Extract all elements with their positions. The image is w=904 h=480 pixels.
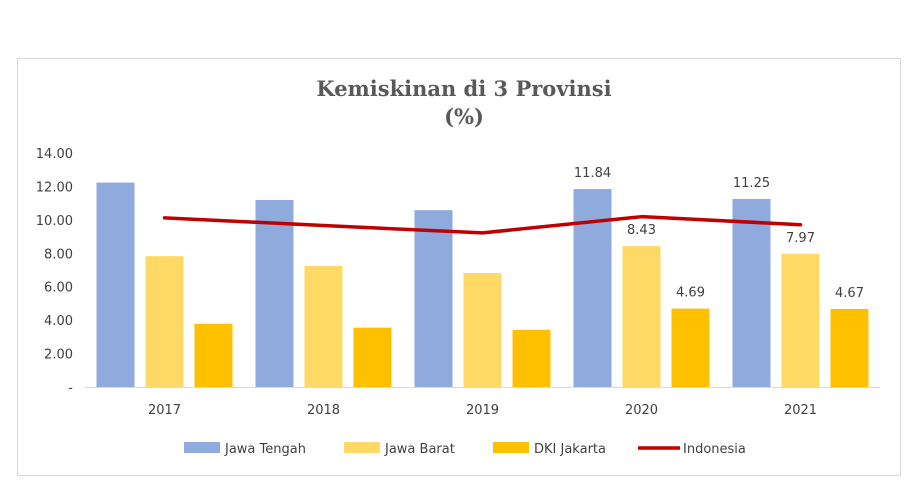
y-tick-label: 12.00 — [36, 180, 73, 195]
bar-jawa-tengah — [732, 198, 771, 387]
chart-title: Kemiskinan di 3 Provinsi — [316, 76, 611, 101]
bar-jawa-tengah — [96, 182, 135, 387]
y-tick-label: - — [68, 381, 73, 396]
bar-jawa-barat — [781, 253, 820, 387]
legend-label: Indonesia — [683, 442, 746, 457]
bar-jawa-barat — [463, 273, 502, 387]
y-tick-label: 6.00 — [44, 281, 73, 296]
legend-label: Jawa Tengah — [224, 442, 306, 457]
legend: Jawa Tengah Jawa Barat DKI Jakarta Indonesi… — [184, 442, 746, 457]
bar-jawa-barat — [304, 265, 343, 387]
y-axis: - 2.00 4.00 6.00 8.00 10.00 12.00 14.00 — [36, 147, 74, 396]
y-tick-label: 10.00 — [36, 214, 73, 229]
x-tick-label: 2021 — [784, 403, 817, 418]
y-tick-label: 2.00 — [44, 348, 73, 363]
chart-subtitle: (%) — [444, 104, 484, 129]
x-tick-label: 2018 — [307, 403, 340, 418]
bar-dki-jakarta — [512, 329, 551, 387]
bar-jawa-tengah — [414, 210, 453, 387]
bar-jawa-tengah — [255, 199, 294, 387]
x-tick-label: 2017 — [148, 403, 181, 418]
chart-frame: Kemiskinan di 3 Provinsi (%) - 2.00 4.00 6.… — [17, 58, 901, 476]
x-tick-label: 2019 — [466, 403, 499, 418]
data-label: 4.67 — [835, 286, 864, 301]
y-tick-label: 8.00 — [44, 247, 73, 262]
bar-jawa-barat — [622, 246, 661, 387]
chart-svg: Kemiskinan di 3 Provinsi (%) - 2.00 4.00 6.… — [36, 76, 880, 457]
bar-dki-jakarta — [671, 308, 710, 387]
x-tick-label: 2020 — [625, 403, 658, 418]
legend-label: DKI Jakarta — [534, 442, 606, 457]
bar-jawa-barat — [145, 256, 184, 387]
y-tick-label: 4.00 — [44, 314, 73, 329]
legend-swatch — [493, 442, 529, 453]
legend-swatch — [184, 442, 220, 453]
data-label: 8.43 — [627, 223, 656, 238]
data-label: 11.25 — [733, 176, 770, 191]
data-label: 4.69 — [676, 286, 705, 301]
legend-swatch — [344, 442, 380, 453]
data-labels: 11.84 11.25 8.43 7.97 4.69 4.67 — [574, 166, 864, 301]
legend-label: Jawa Barat — [384, 442, 455, 457]
bar-dki-jakarta — [830, 308, 869, 387]
plot-area — [85, 182, 880, 388]
bar-dki-jakarta — [353, 327, 392, 387]
y-tick-label: 14.00 — [36, 147, 73, 162]
data-label: 11.84 — [574, 166, 611, 181]
x-axis: 2017 2018 2019 2020 2021 — [148, 403, 817, 418]
data-label: 7.97 — [786, 231, 815, 246]
bar-dki-jakarta — [194, 323, 233, 387]
